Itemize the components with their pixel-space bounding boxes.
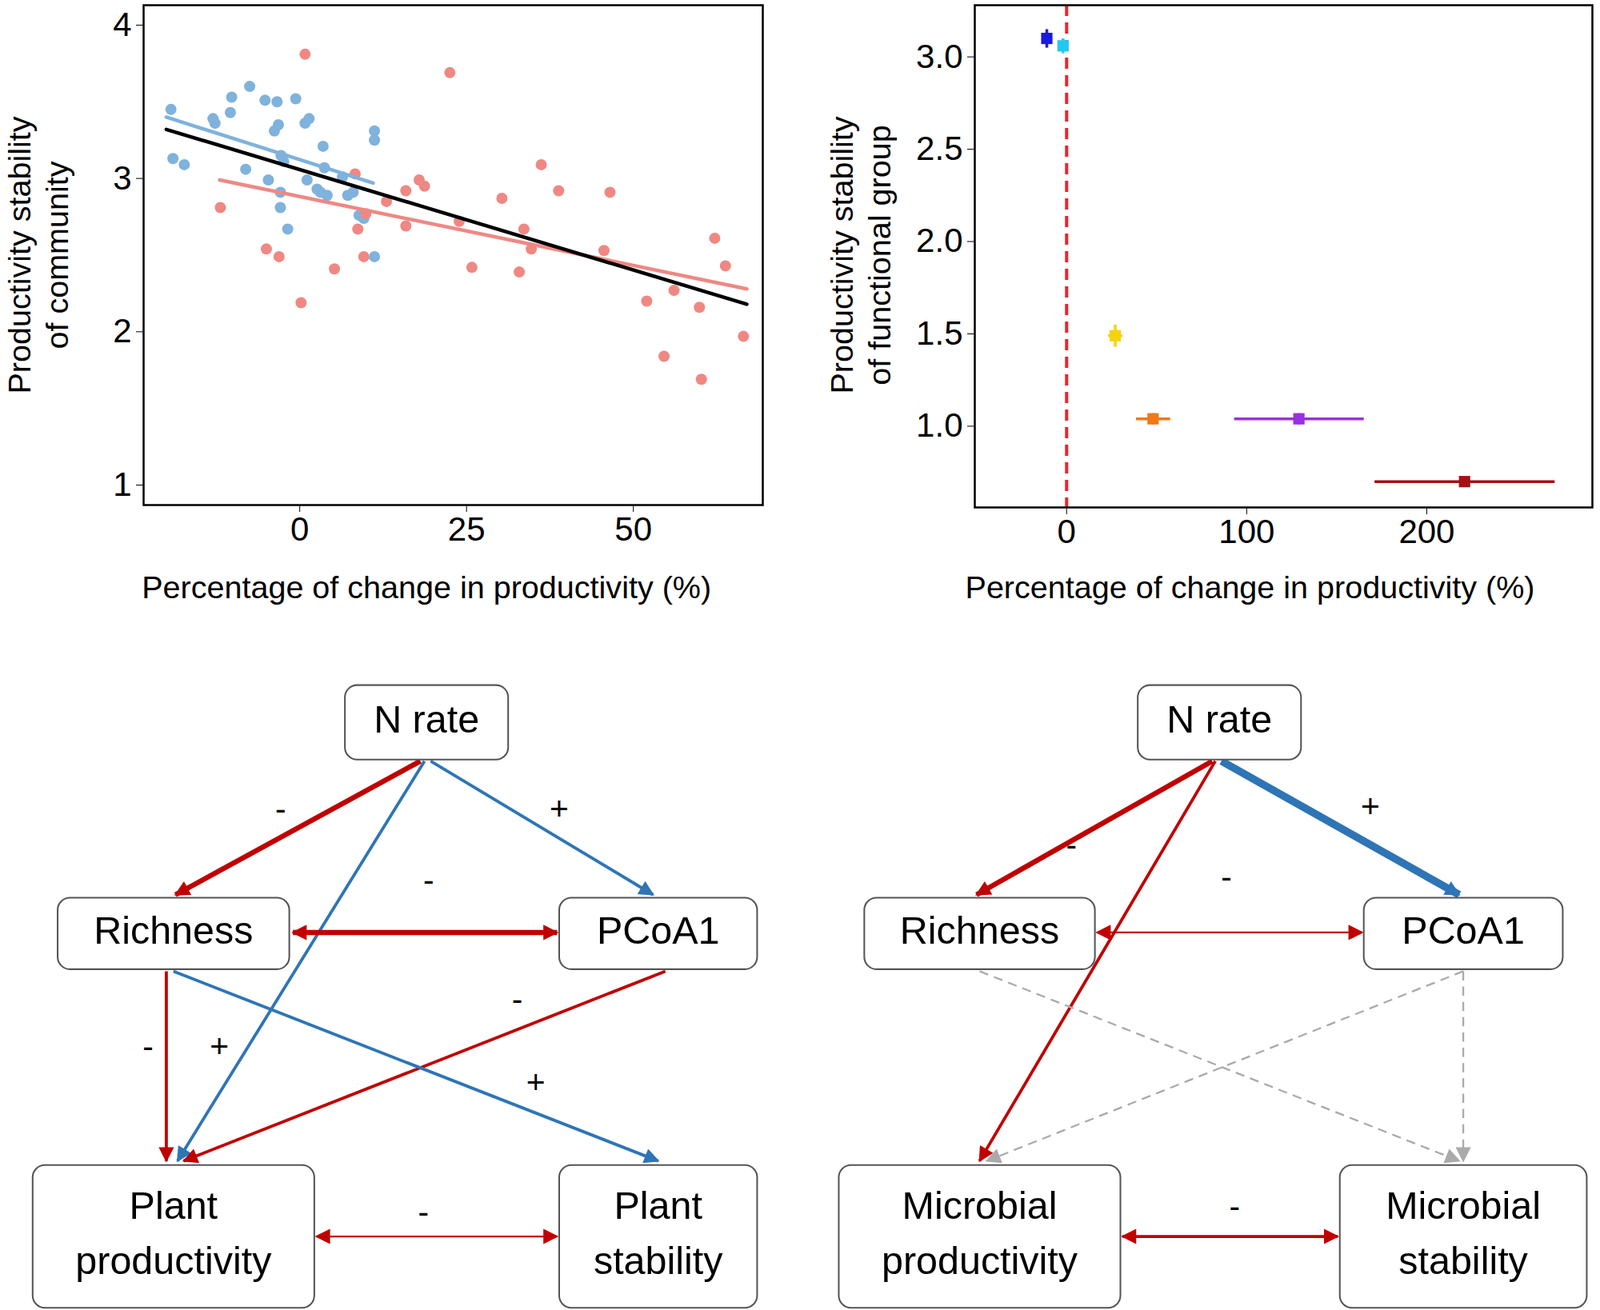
svg-text:Productivity stability: Productivity stability: [824, 116, 860, 394]
svg-text:Richness: Richness: [900, 908, 1060, 952]
svg-text:PCoA1: PCoA1: [596, 908, 720, 952]
svg-text:0: 0: [1057, 512, 1076, 551]
svg-text:3: 3: [112, 159, 132, 197]
svg-text:25: 25: [448, 510, 486, 548]
svg-text:1: 1: [112, 465, 132, 504]
svg-text:Percentage of change in produc: Percentage of change in productivity (%): [965, 569, 1536, 605]
svg-text:of community: of community: [39, 160, 75, 349]
svg-text:-: -: [512, 980, 524, 1018]
svg-text:+: +: [526, 1064, 546, 1101]
svg-text:Richness: Richness: [93, 908, 253, 952]
svg-text:stability: stability: [1398, 1239, 1528, 1283]
svg-text:2: 2: [112, 312, 132, 350]
svg-text:of functional group: of functional group: [861, 124, 897, 385]
svg-text:4: 4: [112, 5, 132, 44]
svg-text:stability: stability: [593, 1239, 724, 1283]
svg-text:200: 200: [1398, 512, 1455, 551]
svg-text:0: 0: [290, 510, 309, 548]
svg-text:-: -: [418, 1193, 430, 1231]
svg-text:-: -: [1229, 1188, 1241, 1225]
svg-text:-: -: [1065, 826, 1077, 864]
svg-text:Microbial: Microbial: [902, 1184, 1058, 1228]
svg-text:Plant: Plant: [129, 1184, 219, 1228]
svg-text:+: +: [549, 790, 569, 828]
svg-text:+: +: [1360, 788, 1380, 825]
svg-text:N rate: N rate: [1166, 697, 1272, 741]
svg-text:Plant: Plant: [613, 1184, 703, 1228]
svg-text:Microbial: Microbial: [1385, 1184, 1541, 1228]
svg-text:productivity: productivity: [75, 1239, 272, 1283]
svg-text:-: -: [275, 790, 287, 828]
svg-text:-: -: [1220, 858, 1232, 896]
svg-text:-: -: [142, 1028, 154, 1065]
svg-text:100: 100: [1218, 512, 1275, 551]
svg-text:Productivity stability: Productivity stability: [1, 116, 37, 394]
svg-text:1.5: 1.5: [916, 314, 963, 352]
svg-text:N rate: N rate: [373, 697, 480, 741]
svg-text:PCoA1: PCoA1: [1401, 908, 1525, 952]
svg-text:3.0: 3.0: [916, 37, 963, 76]
svg-text:2.5: 2.5: [916, 129, 963, 168]
svg-text:2.0: 2.0: [916, 221, 963, 260]
svg-text:+: +: [209, 1028, 229, 1065]
svg-text:Percentage of change in produc: Percentage of change in productivity (%): [141, 569, 712, 605]
svg-text:50: 50: [614, 510, 652, 548]
svg-text:productivity: productivity: [881, 1239, 1079, 1283]
svg-text:-: -: [423, 861, 435, 899]
svg-text:1.0: 1.0: [916, 406, 963, 444]
